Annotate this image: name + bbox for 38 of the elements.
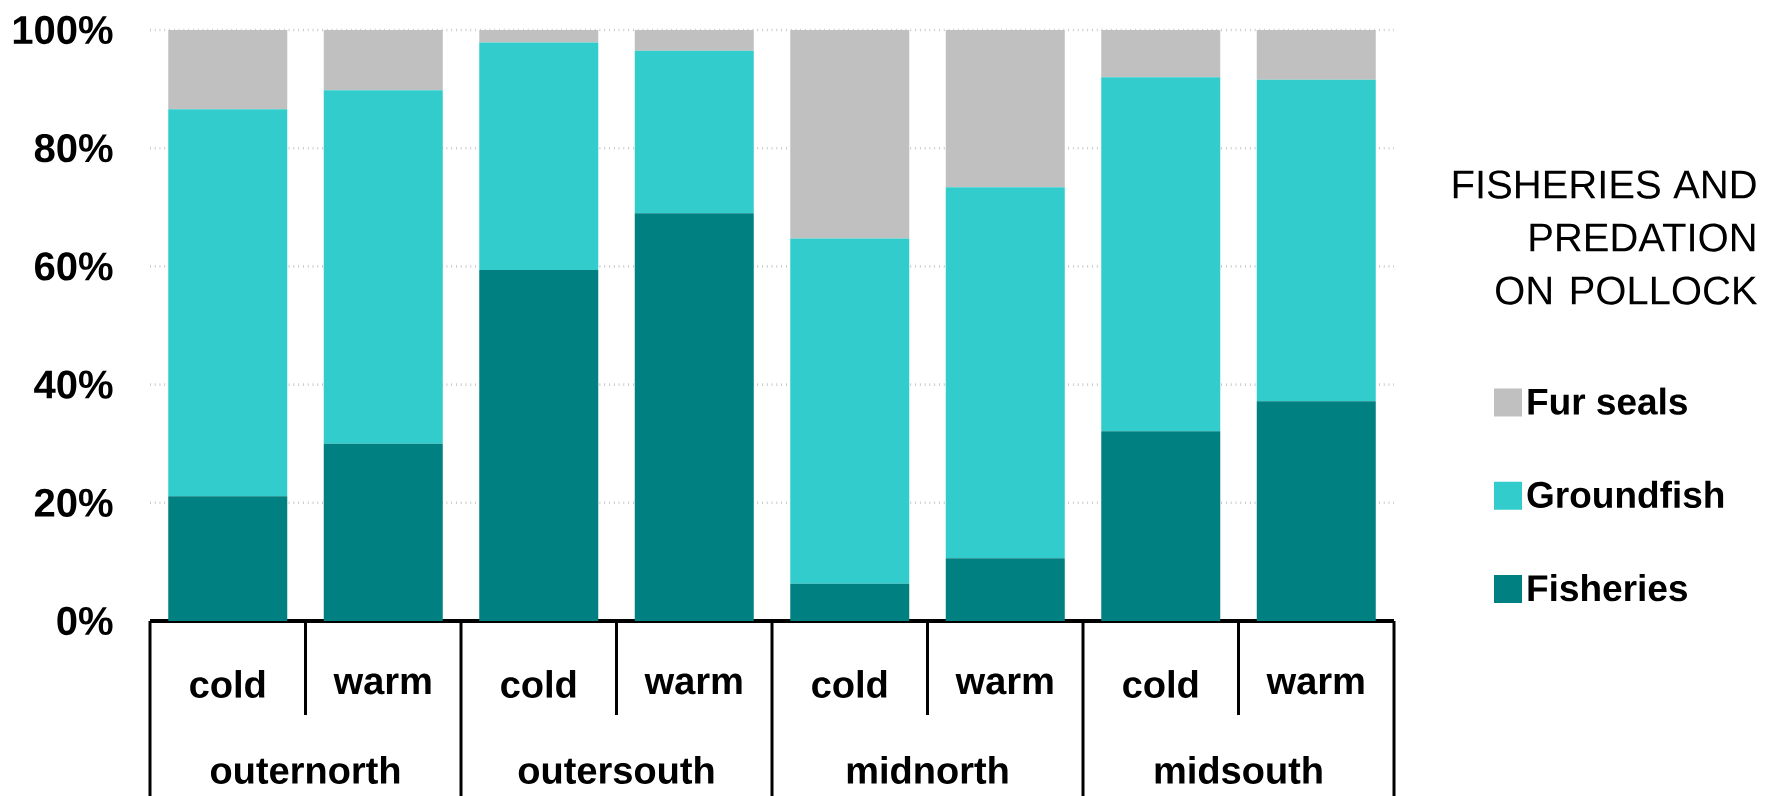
y-tick-label: 60%: [35, 252, 113, 281]
bar: [1256, 401, 1376, 621]
text: outersouth: [518, 756, 714, 784]
legend-label: Groundfish: [1527, 480, 1724, 509]
x-tick-label: cold: [501, 670, 576, 698]
x-tick-label: cold: [190, 670, 265, 698]
text: midsouth: [1155, 756, 1322, 784]
bar: [1256, 79, 1376, 402]
x-tick-label: cold: [1123, 670, 1198, 698]
x-tick-label: warm: [1266, 673, 1364, 695]
bar: [634, 50, 754, 214]
y-tick-label: 20%: [34, 488, 113, 517]
bar: [323, 90, 443, 444]
bar: [1101, 431, 1221, 621]
y-tick-label: 0%: [57, 606, 113, 636]
y-tick-label: 40%: [34, 370, 113, 399]
legend-label: Fur seals: [1528, 387, 1687, 415]
y-tick-label: 100%: [13, 15, 113, 45]
bar: [945, 187, 1065, 559]
x-tick-label: warm: [644, 673, 742, 695]
bar: [323, 443, 443, 621]
bar: [634, 213, 754, 621]
bar: [479, 269, 599, 621]
bar: [168, 109, 288, 497]
bar: [1101, 77, 1221, 432]
legend-label: Fisheries: [1528, 574, 1687, 602]
bar: [945, 558, 1065, 621]
legend-title: FISHERIES AND PREDATION ON POLLOCK: [1453, 170, 1758, 305]
x-tick-label: warm: [955, 673, 1053, 695]
bar: [479, 42, 599, 270]
bar: [790, 238, 910, 584]
bar: [168, 496, 288, 621]
x-tick-label: warm: [333, 673, 431, 695]
text: outernorth: [210, 756, 400, 784]
text: midnorth: [847, 756, 1008, 784]
bar: [790, 583, 910, 621]
y-tick-label: 80%: [34, 134, 113, 163]
x-tick-label: cold: [812, 670, 887, 698]
